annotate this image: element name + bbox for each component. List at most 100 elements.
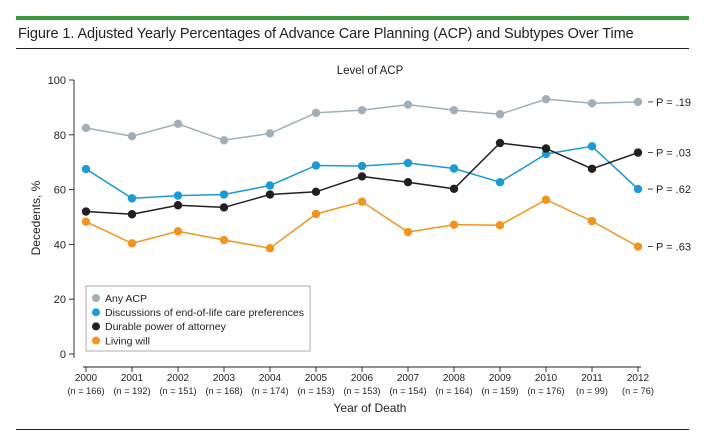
data-point [495,221,505,230]
x-tick-label: 2008 [443,373,466,384]
data-point [219,235,229,245]
data-point [587,216,597,226]
data-point [403,158,413,168]
legend-label: Discussions of end-of-life care preferen… [105,307,304,319]
data-point [127,131,137,141]
data-point [587,99,597,108]
legend-label: Any ACP [105,293,147,305]
data-point [633,97,643,107]
y-tick-label: 60 [54,185,66,197]
chart-title: Level of ACP [337,65,404,77]
data-point [357,197,367,206]
x-sample-size-label: (n = 176) [527,386,564,396]
p-value-label: P = .19 [656,97,691,109]
x-sample-size-label: (n = 153) [297,386,334,396]
x-tick-label: 2000 [75,373,98,384]
data-point [495,138,505,148]
data-point [311,161,321,170]
data-point [311,187,321,196]
x-tick-label: 2007 [397,373,420,384]
x-tick-label: 2009 [489,373,512,384]
x-tick-label: 2004 [259,373,282,384]
data-point [633,148,643,157]
x-sample-size-label: (n = 99) [576,386,608,396]
data-point [633,242,643,251]
data-point [173,201,183,210]
series-any_acp [81,94,643,145]
data-point [127,194,137,203]
p-value-label: P = .63 [656,242,691,254]
data-point [403,100,413,109]
figure-title: Figure 1. Adjusted Yearly Percentages of… [18,26,634,42]
p-value-labels: P = .19 P = .62 P = .03 P = .63 [648,97,691,254]
x-sample-size-label: (n = 168) [205,386,242,396]
data-point [357,172,367,181]
x-tick-label: 2011 [581,373,603,384]
x-tick-label: 2006 [351,373,374,384]
legend-label: Living will [105,335,150,347]
y-axis-label: Decedents, % [29,180,43,255]
x-sample-size-label: (n = 159) [481,386,518,396]
data-point [403,178,413,187]
top-accent-rule [16,16,689,20]
data-point [219,136,229,145]
data-point [311,209,321,219]
p-value-label: P = .03 [656,148,691,160]
data-point [587,164,597,173]
p-value-label: P = .62 [656,184,691,196]
data-point [173,191,183,200]
data-point [265,181,275,190]
data-point [357,161,367,171]
series-discussions [81,142,643,203]
x-tick-label: 2012 [627,373,650,384]
legend: Any ACP Discussions of end-of-life care p… [85,285,311,352]
data-point [403,227,413,237]
series-layer [81,94,643,253]
axes: 0 20 40 60 80 100 2000 (n = 166) 2001 (n = 192) 20… [48,75,654,396]
y-tick-label: 80 [54,130,66,142]
title-divider [16,48,689,49]
data-point [449,184,459,193]
data-point [541,195,551,204]
x-tick-label: 2005 [305,373,328,384]
data-point [81,217,91,226]
data-point [633,184,643,194]
x-tick-label: 2003 [213,373,236,384]
data-point [541,94,551,104]
legend-swatch [92,322,100,331]
data-point [81,207,91,216]
data-point [81,123,91,133]
x-tick-label: 2010 [535,373,558,384]
data-point [357,105,367,115]
x-sample-size-label: (n = 164) [435,386,472,396]
data-point [219,190,229,199]
x-tick-label: 2002 [167,373,190,384]
y-tick-label: 100 [48,75,66,87]
x-sample-size-label: (n = 154) [389,386,426,396]
legend-swatch [92,308,100,317]
x-sample-size-label: (n = 192) [113,386,150,396]
x-sample-size-label: (n = 174) [251,386,288,396]
x-sample-size-label: (n = 76) [622,386,654,396]
series-dpoa [81,138,643,219]
data-point [587,142,597,151]
data-point [81,164,91,174]
data-point [265,190,275,199]
x-sample-size-label: (n = 151) [159,386,196,396]
x-sample-size-label: (n = 153) [343,386,380,396]
x-axis-label: Year of Death [334,401,407,415]
series-line [85,98,639,142]
legend-swatch [92,336,100,345]
y-tick-label: 0 [60,349,66,361]
data-point [311,108,321,118]
bottom-rule [16,429,689,430]
data-point [541,144,551,153]
legend-swatch [92,294,100,302]
data-point [495,110,505,119]
x-sample-size-label: (n = 166) [67,386,104,396]
data-point [449,220,459,229]
data-point [173,227,183,236]
legend-box [85,285,311,352]
data-point [449,105,459,115]
